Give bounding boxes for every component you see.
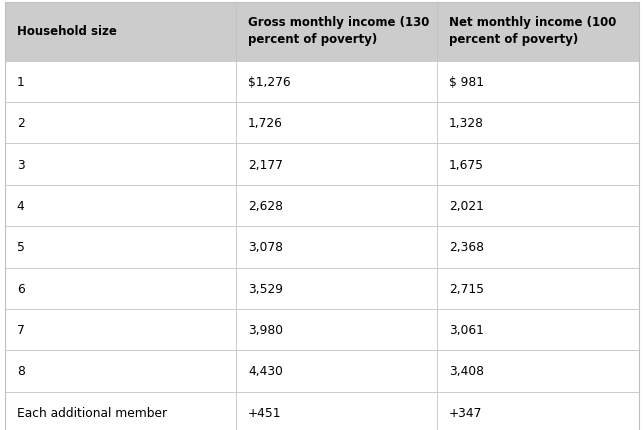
Text: 1,726: 1,726: [248, 117, 283, 130]
Bar: [236, 103, 437, 144]
Bar: [236, 185, 437, 227]
Bar: [236, 227, 437, 268]
Bar: [236, 392, 437, 430]
Bar: [5, 268, 236, 309]
Bar: [437, 309, 639, 350]
Bar: [5, 392, 236, 430]
Text: 3,529: 3,529: [248, 282, 283, 295]
Text: 2,628: 2,628: [248, 200, 283, 212]
Bar: [437, 144, 639, 185]
Bar: [5, 144, 236, 185]
Text: 1: 1: [17, 76, 24, 89]
Bar: [5, 185, 236, 227]
Text: 7: 7: [17, 323, 24, 336]
Text: 1,675: 1,675: [449, 158, 484, 171]
Text: $1,276: $1,276: [248, 76, 290, 89]
Text: 3,980: 3,980: [248, 323, 283, 336]
Bar: [437, 185, 639, 227]
Text: 5: 5: [17, 241, 24, 254]
Text: Each additional member: Each additional member: [17, 406, 167, 419]
Text: $ 981: $ 981: [449, 76, 484, 89]
Bar: [236, 350, 437, 392]
Text: 2,021: 2,021: [449, 200, 484, 212]
Bar: [5, 350, 236, 392]
Text: 4: 4: [17, 200, 24, 212]
Bar: [437, 350, 639, 392]
Bar: [236, 268, 437, 309]
Text: Net monthly income (100
percent of poverty): Net monthly income (100 percent of pover…: [449, 16, 616, 46]
Text: Household size: Household size: [17, 25, 117, 38]
Bar: [236, 61, 437, 103]
Bar: [5, 61, 236, 103]
Bar: [5, 227, 236, 268]
Bar: [236, 144, 437, 185]
Text: 3,078: 3,078: [248, 241, 283, 254]
Text: 2: 2: [17, 117, 24, 130]
Text: 2,715: 2,715: [449, 282, 484, 295]
Text: Gross monthly income (130
percent of poverty): Gross monthly income (130 percent of pov…: [248, 16, 430, 46]
Text: 2,177: 2,177: [248, 158, 283, 171]
Bar: [5, 309, 236, 350]
Text: 1,328: 1,328: [449, 117, 484, 130]
Bar: [5, 3, 236, 61]
Text: 4,430: 4,430: [248, 365, 283, 378]
Bar: [437, 3, 639, 61]
Text: 8: 8: [17, 365, 24, 378]
Text: 2,368: 2,368: [449, 241, 484, 254]
Text: +347: +347: [449, 406, 482, 419]
Bar: [437, 61, 639, 103]
Text: 3: 3: [17, 158, 24, 171]
Text: 3,408: 3,408: [449, 365, 484, 378]
Text: 3,061: 3,061: [449, 323, 484, 336]
Bar: [236, 3, 437, 61]
Bar: [5, 103, 236, 144]
Bar: [236, 309, 437, 350]
Bar: [437, 392, 639, 430]
Bar: [437, 227, 639, 268]
Bar: [437, 268, 639, 309]
Bar: [437, 103, 639, 144]
Text: 6: 6: [17, 282, 24, 295]
Text: +451: +451: [248, 406, 281, 419]
